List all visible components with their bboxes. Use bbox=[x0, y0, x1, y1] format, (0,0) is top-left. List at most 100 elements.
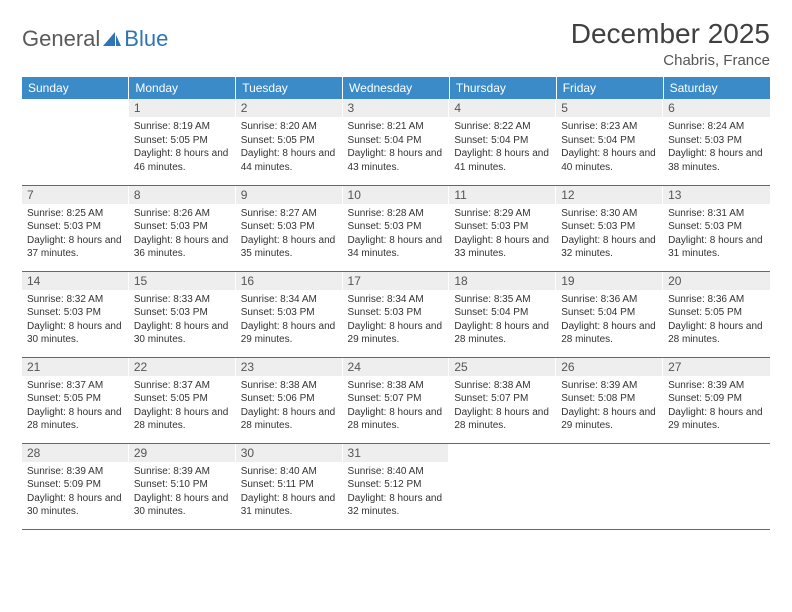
day-details: Sunrise: 8:25 AMSunset: 5:03 PMDaylight:… bbox=[22, 204, 129, 264]
day-details: Sunrise: 8:36 AMSunset: 5:05 PMDaylight:… bbox=[663, 290, 770, 350]
day-number: 4 bbox=[449, 99, 556, 117]
sunrise-text: Sunrise: 8:33 AM bbox=[134, 293, 231, 307]
sunset-text: Sunset: 5:03 PM bbox=[241, 220, 338, 234]
daylight-text: Daylight: 8 hours and 30 minutes. bbox=[27, 320, 124, 347]
weekday-header: Monday bbox=[129, 77, 236, 99]
day-number bbox=[449, 444, 556, 462]
daylight-text: Daylight: 8 hours and 31 minutes. bbox=[241, 492, 338, 519]
calendar-day-cell: 22Sunrise: 8:37 AMSunset: 5:05 PMDayligh… bbox=[129, 357, 236, 443]
sunset-text: Sunset: 5:06 PM bbox=[241, 392, 338, 406]
sunset-text: Sunset: 5:05 PM bbox=[134, 134, 231, 148]
sunrise-text: Sunrise: 8:34 AM bbox=[348, 293, 445, 307]
weekday-header: Friday bbox=[556, 77, 663, 99]
sunset-text: Sunset: 5:07 PM bbox=[348, 392, 445, 406]
daylight-text: Daylight: 8 hours and 34 minutes. bbox=[348, 234, 445, 261]
daylight-text: Daylight: 8 hours and 33 minutes. bbox=[454, 234, 551, 261]
day-details: Sunrise: 8:27 AMSunset: 5:03 PMDaylight:… bbox=[236, 204, 343, 264]
brand-part2: Blue bbox=[124, 26, 168, 52]
day-number: 16 bbox=[236, 272, 343, 290]
title-block: December 2025 Chabris, France bbox=[571, 18, 770, 69]
day-number: 10 bbox=[343, 186, 450, 204]
day-details: Sunrise: 8:22 AMSunset: 5:04 PMDaylight:… bbox=[449, 117, 556, 177]
sunrise-text: Sunrise: 8:25 AM bbox=[27, 207, 124, 221]
calendar-day-cell: 8Sunrise: 8:26 AMSunset: 5:03 PMDaylight… bbox=[129, 185, 236, 271]
day-number: 18 bbox=[449, 272, 556, 290]
daylight-text: Daylight: 8 hours and 46 minutes. bbox=[134, 147, 231, 174]
sunrise-text: Sunrise: 8:37 AM bbox=[134, 379, 231, 393]
day-details: Sunrise: 8:34 AMSunset: 5:03 PMDaylight:… bbox=[236, 290, 343, 350]
daylight-text: Daylight: 8 hours and 31 minutes. bbox=[668, 234, 765, 261]
weekday-header-row: Sunday Monday Tuesday Wednesday Thursday… bbox=[22, 77, 770, 99]
daylight-text: Daylight: 8 hours and 32 minutes. bbox=[561, 234, 658, 261]
calendar-week-row: 28Sunrise: 8:39 AMSunset: 5:09 PMDayligh… bbox=[22, 443, 770, 529]
sunrise-text: Sunrise: 8:26 AM bbox=[134, 207, 231, 221]
day-number: 17 bbox=[343, 272, 450, 290]
sunrise-text: Sunrise: 8:39 AM bbox=[668, 379, 765, 393]
sunset-text: Sunset: 5:03 PM bbox=[134, 220, 231, 234]
day-details: Sunrise: 8:39 AMSunset: 5:09 PMDaylight:… bbox=[22, 462, 129, 522]
day-details: Sunrise: 8:38 AMSunset: 5:07 PMDaylight:… bbox=[449, 376, 556, 436]
sunrise-text: Sunrise: 8:31 AM bbox=[668, 207, 765, 221]
month-title: December 2025 bbox=[571, 18, 770, 50]
day-number: 19 bbox=[556, 272, 663, 290]
sunset-text: Sunset: 5:04 PM bbox=[454, 134, 551, 148]
sunset-text: Sunset: 5:04 PM bbox=[561, 306, 658, 320]
sunrise-text: Sunrise: 8:39 AM bbox=[561, 379, 658, 393]
daylight-text: Daylight: 8 hours and 28 minutes. bbox=[668, 320, 765, 347]
calendar-day-cell: 1Sunrise: 8:19 AMSunset: 5:05 PMDaylight… bbox=[129, 99, 236, 185]
sunset-text: Sunset: 5:03 PM bbox=[27, 220, 124, 234]
day-number: 15 bbox=[129, 272, 236, 290]
sunrise-text: Sunrise: 8:21 AM bbox=[348, 120, 445, 134]
day-number: 31 bbox=[343, 444, 450, 462]
sunrise-text: Sunrise: 8:35 AM bbox=[454, 293, 551, 307]
day-details: Sunrise: 8:19 AMSunset: 5:05 PMDaylight:… bbox=[129, 117, 236, 177]
day-number: 26 bbox=[556, 358, 663, 376]
day-number: 20 bbox=[663, 272, 770, 290]
calendar-day-cell: 12Sunrise: 8:30 AMSunset: 5:03 PMDayligh… bbox=[556, 185, 663, 271]
day-number: 22 bbox=[129, 358, 236, 376]
daylight-text: Daylight: 8 hours and 28 minutes. bbox=[454, 320, 551, 347]
sunrise-text: Sunrise: 8:36 AM bbox=[561, 293, 658, 307]
day-details: Sunrise: 8:40 AMSunset: 5:12 PMDaylight:… bbox=[343, 462, 450, 522]
daylight-text: Daylight: 8 hours and 43 minutes. bbox=[348, 147, 445, 174]
sunrise-text: Sunrise: 8:19 AM bbox=[134, 120, 231, 134]
day-number: 13 bbox=[663, 186, 770, 204]
daylight-text: Daylight: 8 hours and 28 minutes. bbox=[241, 406, 338, 433]
sunrise-text: Sunrise: 8:30 AM bbox=[561, 207, 658, 221]
daylight-text: Daylight: 8 hours and 37 minutes. bbox=[27, 234, 124, 261]
daylight-text: Daylight: 8 hours and 28 minutes. bbox=[454, 406, 551, 433]
header: General Blue December 2025 Chabris, Fran… bbox=[22, 18, 770, 69]
day-number: 30 bbox=[236, 444, 343, 462]
day-details: Sunrise: 8:31 AMSunset: 5:03 PMDaylight:… bbox=[663, 204, 770, 264]
sunset-text: Sunset: 5:03 PM bbox=[454, 220, 551, 234]
sunrise-text: Sunrise: 8:39 AM bbox=[27, 465, 124, 479]
brand-logo: General Blue bbox=[22, 18, 168, 52]
sunrise-text: Sunrise: 8:28 AM bbox=[348, 207, 445, 221]
daylight-text: Daylight: 8 hours and 32 minutes. bbox=[348, 492, 445, 519]
daylight-text: Daylight: 8 hours and 30 minutes. bbox=[27, 492, 124, 519]
sunset-text: Sunset: 5:04 PM bbox=[348, 134, 445, 148]
day-details: Sunrise: 8:26 AMSunset: 5:03 PMDaylight:… bbox=[129, 204, 236, 264]
sunset-text: Sunset: 5:03 PM bbox=[348, 306, 445, 320]
daylight-text: Daylight: 8 hours and 28 minutes. bbox=[348, 406, 445, 433]
calendar-day-cell: 20Sunrise: 8:36 AMSunset: 5:05 PMDayligh… bbox=[663, 271, 770, 357]
day-number: 21 bbox=[22, 358, 129, 376]
calendar-table: Sunday Monday Tuesday Wednesday Thursday… bbox=[22, 77, 770, 530]
sunrise-text: Sunrise: 8:22 AM bbox=[454, 120, 551, 134]
day-number: 24 bbox=[343, 358, 450, 376]
day-details: Sunrise: 8:24 AMSunset: 5:03 PMDaylight:… bbox=[663, 117, 770, 177]
calendar-day-cell: 11Sunrise: 8:29 AMSunset: 5:03 PMDayligh… bbox=[449, 185, 556, 271]
calendar-day-cell: 13Sunrise: 8:31 AMSunset: 5:03 PMDayligh… bbox=[663, 185, 770, 271]
sail-icon bbox=[102, 31, 122, 47]
calendar-day-cell: 31Sunrise: 8:40 AMSunset: 5:12 PMDayligh… bbox=[343, 443, 450, 529]
day-details: Sunrise: 8:38 AMSunset: 5:06 PMDaylight:… bbox=[236, 376, 343, 436]
day-number: 25 bbox=[449, 358, 556, 376]
sunset-text: Sunset: 5:03 PM bbox=[668, 134, 765, 148]
day-details: Sunrise: 8:38 AMSunset: 5:07 PMDaylight:… bbox=[343, 376, 450, 436]
day-details: Sunrise: 8:40 AMSunset: 5:11 PMDaylight:… bbox=[236, 462, 343, 522]
sunset-text: Sunset: 5:03 PM bbox=[668, 220, 765, 234]
daylight-text: Daylight: 8 hours and 30 minutes. bbox=[134, 320, 231, 347]
sunset-text: Sunset: 5:05 PM bbox=[668, 306, 765, 320]
calendar-day-cell: 7Sunrise: 8:25 AMSunset: 5:03 PMDaylight… bbox=[22, 185, 129, 271]
day-details: Sunrise: 8:39 AMSunset: 5:10 PMDaylight:… bbox=[129, 462, 236, 522]
